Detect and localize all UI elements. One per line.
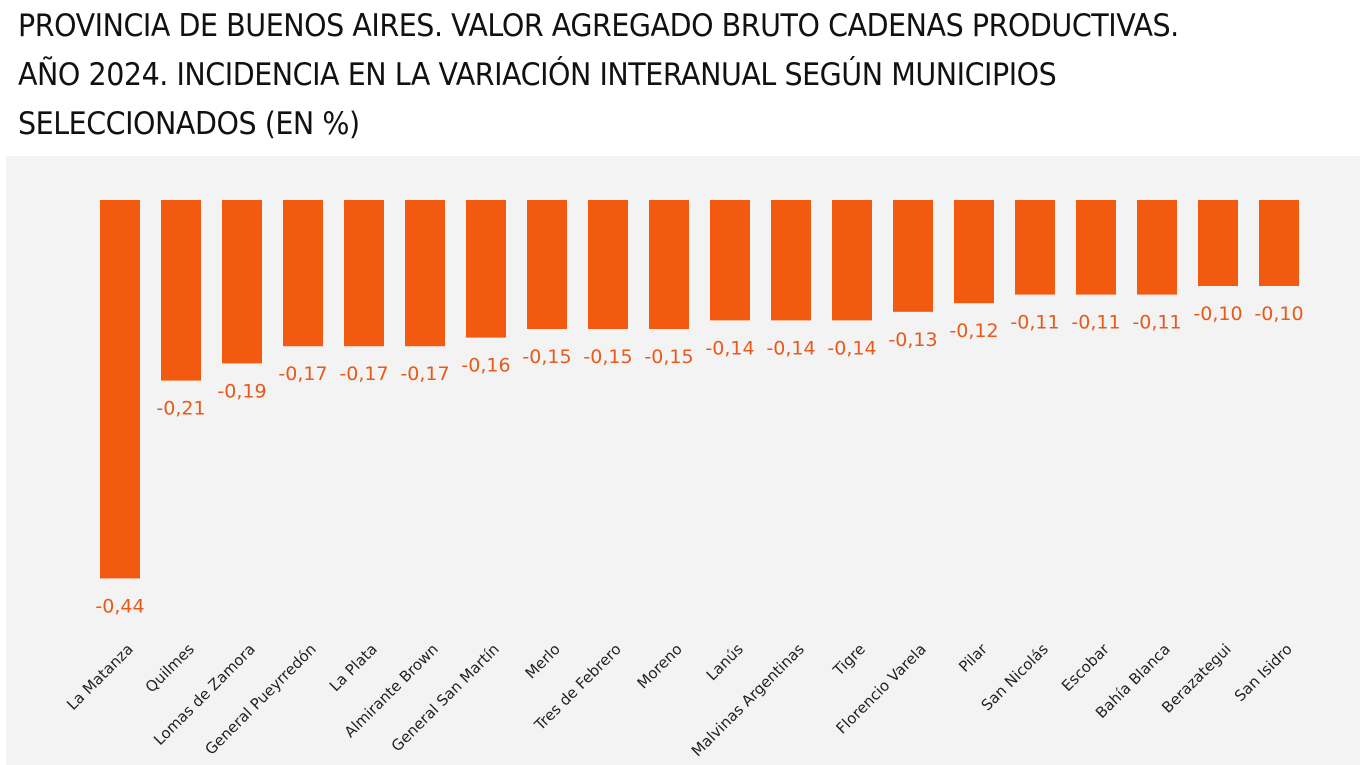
bar — [1137, 200, 1177, 295]
value-label: -0,21 — [156, 398, 205, 420]
y-tick-label: -0,5 — [28, 623, 55, 639]
y-tick-label: -0,2 — [28, 365, 55, 381]
bar — [1259, 200, 1299, 286]
bar — [161, 200, 201, 381]
bar — [832, 200, 872, 321]
value-label: -0,11 — [1010, 312, 1059, 334]
bar — [405, 200, 445, 347]
value-label: -0,11 — [1132, 312, 1181, 334]
value-label: -0,17 — [339, 363, 388, 385]
bar — [893, 200, 933, 312]
value-label: -0,15 — [583, 346, 632, 368]
y-tick-label: -0,1 — [28, 279, 55, 295]
bar — [649, 200, 689, 329]
y-tick-label: 0,0 — [31, 193, 53, 209]
value-label: -0,13 — [888, 329, 937, 351]
value-label: -0,14 — [766, 337, 815, 359]
bar — [222, 200, 262, 364]
bar — [771, 200, 811, 321]
bar — [710, 200, 750, 321]
value-label: -0,11 — [1071, 312, 1120, 334]
value-label: -0,10 — [1193, 303, 1242, 325]
value-label: -0,17 — [400, 363, 449, 385]
bar — [344, 200, 384, 347]
bar — [527, 200, 567, 329]
bar — [466, 200, 506, 338]
value-label: -0,15 — [644, 346, 693, 368]
y-tick-label: -0,4 — [28, 537, 55, 553]
bar — [1076, 200, 1116, 295]
bar — [588, 200, 628, 329]
value-label: -0,12 — [949, 320, 998, 342]
bar — [283, 200, 323, 347]
value-label: -0,15 — [522, 346, 571, 368]
bar — [100, 200, 140, 579]
y-axis: 0,0 -0,1 -0,2 -0,3 -0,4 -0,5 — [28, 193, 55, 639]
bar — [1198, 200, 1238, 286]
chart-title: PROVINCIA DE BUENOS AIRES. VALOR AGREGAD… — [18, 8, 1179, 142]
value-label: -0,10 — [1254, 303, 1303, 325]
value-label: -0,14 — [705, 337, 754, 359]
value-label: -0,44 — [95, 595, 144, 617]
value-label: -0,16 — [461, 355, 510, 377]
value-label: -0,17 — [278, 363, 327, 385]
value-labels: -0,44 -0,21 -0,19 -0,17 -0,17 -0,17 -0,16 -0,15… — [95, 303, 1303, 617]
bar — [954, 200, 994, 304]
bars — [100, 200, 1299, 579]
bar — [1015, 200, 1055, 295]
value-label: -0,14 — [827, 337, 876, 359]
value-label: -0,19 — [217, 380, 266, 402]
y-tick-label: -0,3 — [28, 451, 55, 467]
